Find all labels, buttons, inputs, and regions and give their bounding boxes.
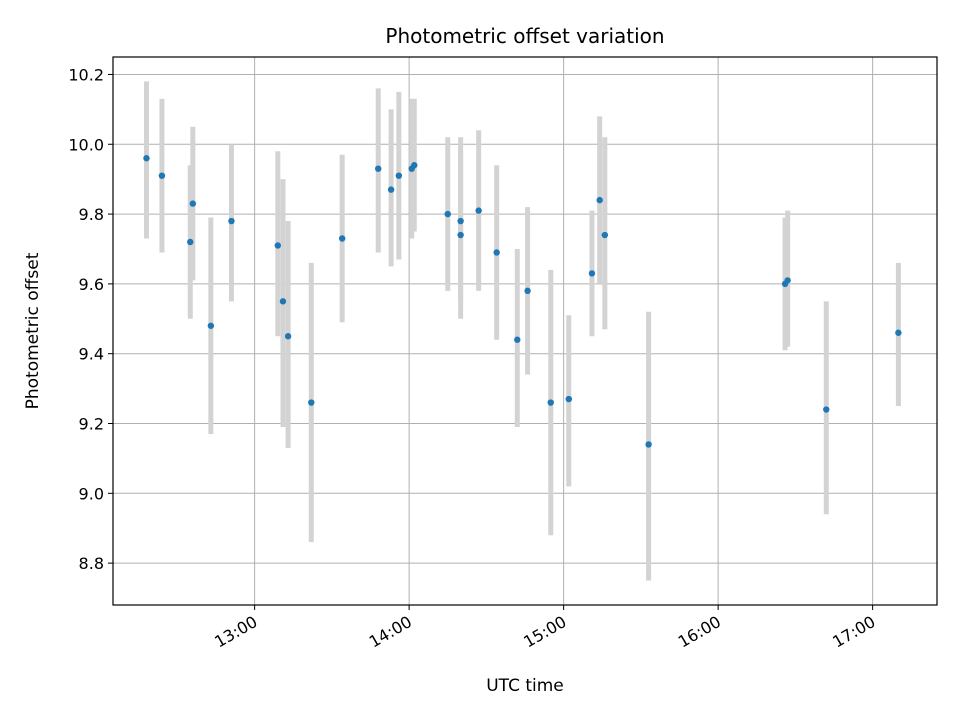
data-point xyxy=(387,186,395,193)
chart-title: Photometric offset variation xyxy=(385,24,664,48)
data-point xyxy=(784,277,791,284)
data-point xyxy=(143,155,150,162)
data-point xyxy=(596,196,603,204)
y-tick-label: 9.4 xyxy=(79,345,104,364)
data-point xyxy=(565,395,572,403)
data-point xyxy=(274,242,281,249)
y-axis-label: Photometric offset xyxy=(23,252,43,409)
data-point xyxy=(444,210,451,218)
data-point xyxy=(601,231,609,239)
data-point xyxy=(475,207,482,214)
y-tick-label: 10.0 xyxy=(68,135,104,154)
plot-frame xyxy=(112,56,938,606)
data-point xyxy=(588,270,596,277)
data-point xyxy=(187,238,194,246)
data-point xyxy=(375,165,382,172)
data-point xyxy=(547,399,554,406)
y-tick-label: 9.6 xyxy=(79,275,104,294)
data-point xyxy=(823,406,830,413)
data-point xyxy=(284,333,292,340)
data-point xyxy=(158,172,166,179)
data-point xyxy=(493,249,500,256)
data-point xyxy=(338,235,346,242)
data-point xyxy=(524,287,531,295)
data-point xyxy=(207,322,215,329)
data-point xyxy=(279,298,287,305)
y-tick-label: 9.2 xyxy=(79,414,104,433)
data-points xyxy=(143,155,902,448)
data-point xyxy=(457,231,464,239)
y-tick-label: 9.8 xyxy=(79,205,104,224)
data-point xyxy=(411,162,418,169)
data-point xyxy=(228,217,235,225)
y-axis-ticks: 8.8 9.0 9.2 9.4 9.6 9.8 10.0 10.2 xyxy=(68,65,113,573)
y-tick-label: 10.2 xyxy=(68,65,104,84)
y-tick-label: 8.8 xyxy=(79,554,104,573)
data-point xyxy=(895,329,902,336)
grid xyxy=(113,57,937,605)
y-tick-label: 9.0 xyxy=(79,484,104,503)
data-point xyxy=(189,200,197,207)
data-point xyxy=(457,217,464,225)
data-point xyxy=(308,399,315,406)
data-point xyxy=(645,441,652,448)
data-point xyxy=(395,172,403,179)
data-point xyxy=(514,336,521,343)
x-axis-label: UTC time xyxy=(486,676,564,696)
